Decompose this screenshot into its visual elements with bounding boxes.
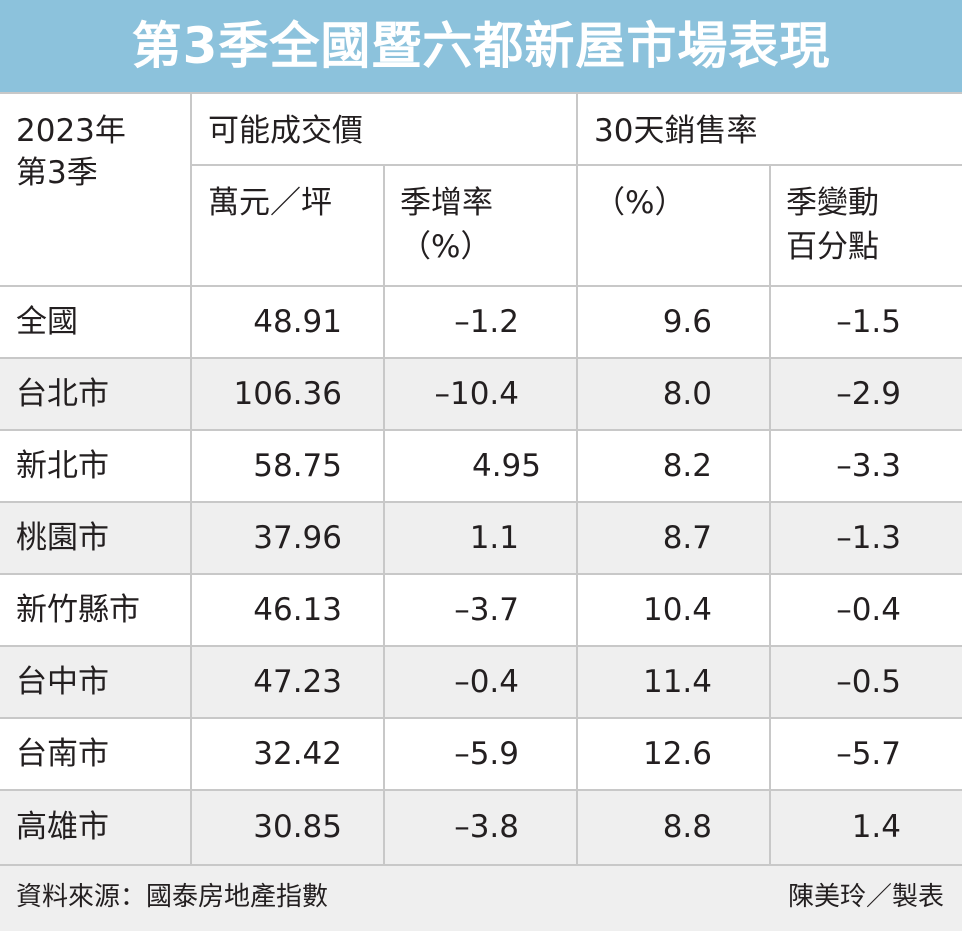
period-label: 第3季 <box>16 155 98 191</box>
sales-change-header: 季變動 <box>786 185 879 221</box>
sales-change-header: 百分點 <box>786 229 879 265</box>
region-name: 全國 <box>16 304 78 340</box>
grid-line <box>0 357 962 359</box>
region-name: 高雄市 <box>16 809 109 845</box>
author-credit: 陳美玲／製表 <box>787 882 944 912</box>
source-note: 資料來源：國泰房地產指數 <box>16 882 329 912</box>
row-stripe <box>0 790 962 864</box>
sales-rate-value: 9.6 <box>662 304 712 340</box>
title-bar <box>0 0 962 92</box>
grid-line <box>0 864 962 866</box>
page-title: 第3季全國暨六都新屋市場表現 <box>131 17 831 75</box>
grid-line <box>769 166 771 864</box>
sales-rate-value: 12.6 <box>642 736 712 772</box>
region-name: 桃園市 <box>16 520 109 556</box>
grid-line <box>0 285 962 287</box>
price-qoq-value: –1.2 <box>454 304 519 340</box>
footer <box>0 866 962 931</box>
sales-change-value: –2.9 <box>836 376 901 412</box>
region-name: 台中市 <box>16 664 109 700</box>
price-qoq-value: –5.9 <box>454 736 519 772</box>
row-stripe <box>0 358 962 430</box>
sales-change-value: –3.3 <box>836 448 901 484</box>
price-value: 106.36 <box>233 376 342 412</box>
region-name: 新竹縣市 <box>16 592 140 628</box>
price-value: 37.96 <box>253 520 342 556</box>
region-name: 台南市 <box>16 736 109 772</box>
sales-group-header: 30天銷售率 <box>594 113 758 149</box>
sales-unit-header: （%） <box>594 185 686 221</box>
price-value: 46.13 <box>253 592 342 628</box>
price-value: 32.42 <box>253 736 342 772</box>
sales-rate-value: 8.0 <box>662 376 712 412</box>
price-value: 47.23 <box>253 664 342 700</box>
grid-line <box>383 166 385 864</box>
sales-change-value: –1.5 <box>836 304 901 340</box>
price-change-header: 季增率 <box>400 185 493 221</box>
price-qoq-value: 1.1 <box>469 520 519 556</box>
grid-line <box>190 94 192 864</box>
price-value: 58.75 <box>253 448 342 484</box>
sales-rate-value: 8.8 <box>662 809 712 845</box>
grid-line <box>0 92 962 94</box>
price-value: 48.91 <box>253 304 342 340</box>
grid-line <box>0 573 962 575</box>
grid-line <box>0 645 962 647</box>
sales-change-value: –0.5 <box>836 664 901 700</box>
price-unit-header: 萬元／坪 <box>208 185 332 221</box>
price-qoq-value: –3.8 <box>454 809 519 845</box>
price-value: 30.85 <box>253 809 342 845</box>
price-change-header: （%） <box>400 229 492 265</box>
grid-line <box>0 429 962 431</box>
sales-rate-value: 11.4 <box>642 664 712 700</box>
sales-change-value: –5.7 <box>836 736 901 772</box>
price-qoq-value: –10.4 <box>434 376 519 412</box>
sales-change-value: –0.4 <box>836 592 901 628</box>
row-stripe <box>0 646 962 718</box>
grid-line <box>576 94 578 864</box>
region-name: 台北市 <box>16 376 109 412</box>
grid-line <box>0 789 962 791</box>
region-name: 新北市 <box>16 448 109 484</box>
price-group-header: 可能成交價 <box>208 113 363 149</box>
period-label: 2023年 <box>16 113 126 149</box>
grid-line <box>0 717 962 719</box>
sales-rate-value: 8.2 <box>662 448 712 484</box>
price-qoq-value: 4.95 <box>471 448 541 484</box>
row-stripe <box>0 502 962 574</box>
sales-rate-value: 8.7 <box>662 520 712 556</box>
sales-change-value: –1.3 <box>836 520 901 556</box>
price-qoq-value: –0.4 <box>454 664 519 700</box>
sales-rate-value: 10.4 <box>642 592 712 628</box>
sales-change-value: 1.4 <box>851 809 901 845</box>
price-qoq-value: –3.7 <box>454 592 519 628</box>
grid-line <box>0 501 962 503</box>
